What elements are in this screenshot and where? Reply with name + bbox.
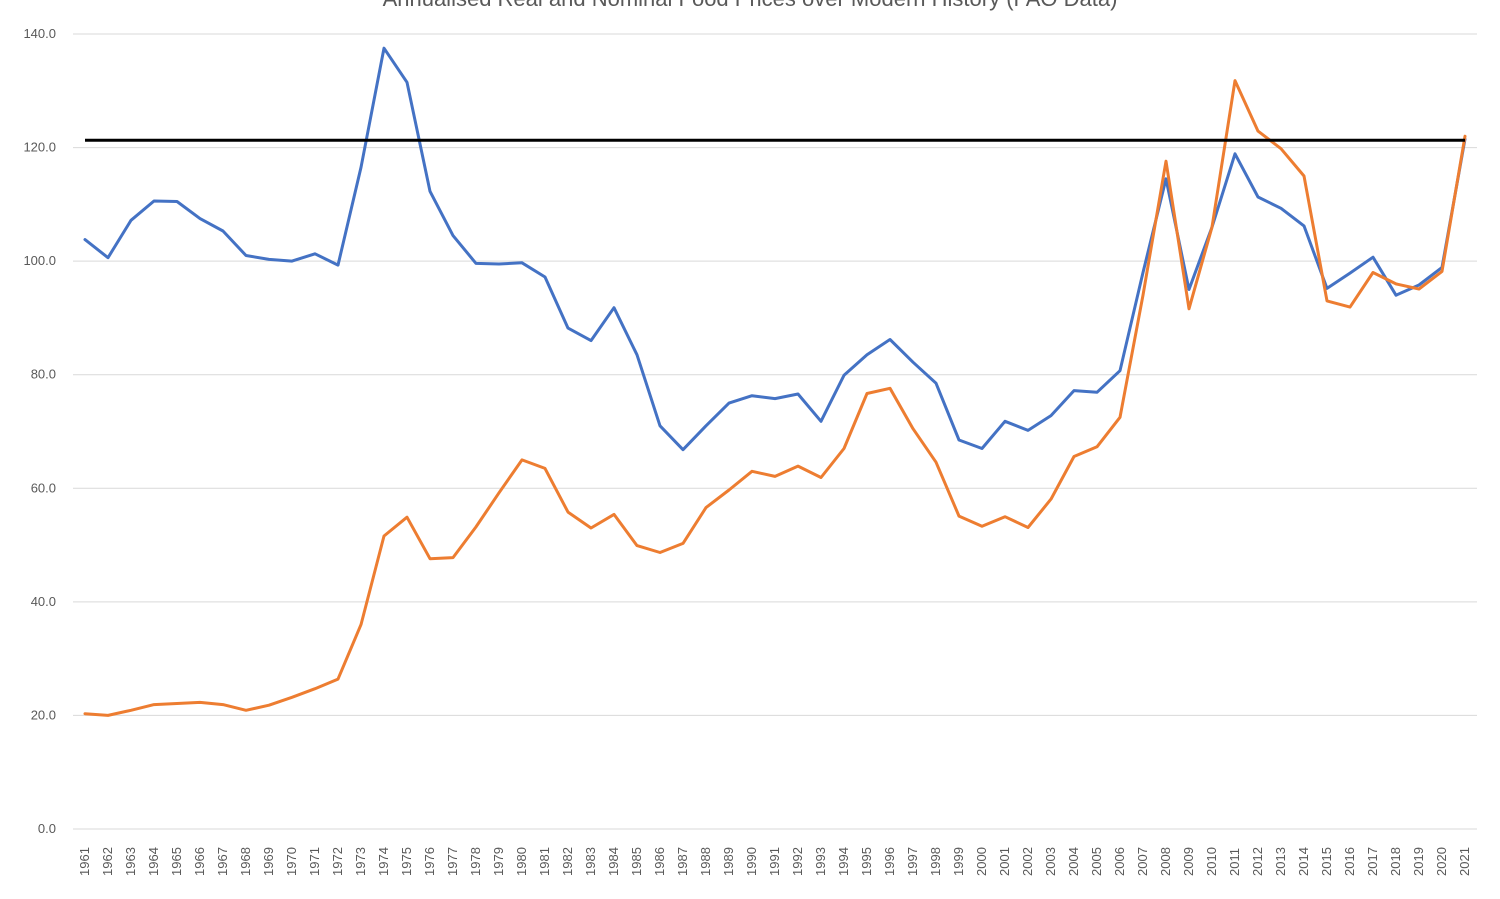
x-tick-label: 1995: [859, 847, 874, 876]
x-tick-label: 1979: [491, 847, 506, 876]
x-tick-label: 1974: [376, 847, 391, 876]
x-tick-label: 1988: [698, 847, 713, 876]
x-tick-label: 1990: [744, 847, 759, 876]
chart-title: Annualised Real and Nominal Food Prices …: [383, 0, 1118, 11]
x-tick-label: 2015: [1319, 847, 1334, 876]
x-tick-label: 2001: [997, 847, 1012, 876]
x-tick-label: 2000: [974, 847, 989, 876]
x-tick-label: 2009: [1181, 847, 1196, 876]
x-tick-label: 1964: [146, 847, 161, 876]
x-tick-label: 2021: [1457, 847, 1472, 876]
x-tick-label: 1963: [123, 847, 138, 876]
x-tick-label: 1998: [928, 847, 943, 876]
x-tick-label: 1975: [399, 847, 414, 876]
x-tick-label: 1997: [905, 847, 920, 876]
x-tick-label: 1983: [583, 847, 598, 876]
x-tick-label: 2013: [1273, 847, 1288, 876]
x-tick-label: 1972: [330, 847, 345, 876]
y-axis-tick-labels: 0.0 20.0 40.0 60.0 80.0 100.0 120.0 140.0: [23, 26, 56, 836]
y-tick-label: 100.0: [23, 253, 56, 268]
y-tick-label: 140.0: [23, 26, 56, 41]
x-tick-label: 2003: [1043, 847, 1058, 876]
x-tick-label: 2016: [1342, 847, 1357, 876]
x-tick-label: 1986: [652, 847, 667, 876]
x-tick-label: 2017: [1365, 847, 1380, 876]
x-tick-label: 1966: [192, 847, 207, 876]
x-tick-label: 1965: [169, 847, 184, 876]
x-tick-label: 1971: [307, 847, 322, 876]
x-tick-label: 1977: [445, 847, 460, 876]
x-tick-label: 1967: [215, 847, 230, 876]
y-tick-label: 20.0: [31, 707, 56, 722]
y-tick-label: 40.0: [31, 594, 56, 609]
x-tick-label: 1991: [767, 847, 782, 876]
x-tick-label: 2011: [1227, 848, 1242, 876]
x-tick-label: 2019: [1411, 847, 1426, 876]
x-tick-label: 1989: [721, 847, 736, 876]
x-tick-label: 1993: [813, 847, 828, 876]
x-tick-label: 1980: [514, 847, 529, 876]
x-tick-label: 1978: [468, 847, 483, 876]
x-tick-label: 2010: [1204, 847, 1219, 876]
x-tick-label: 1981: [537, 847, 552, 876]
x-tick-label: 1970: [284, 847, 299, 876]
y-tick-label: 80.0: [31, 367, 56, 382]
y-tick-label: 60.0: [31, 480, 56, 495]
x-axis-tick-labels: 1961 1962 1963 1964 1965 1966 1967 1968 1969 1970…: [77, 847, 1472, 876]
x-tick-label: 1968: [238, 847, 253, 876]
x-tick-label: 2007: [1135, 847, 1150, 876]
x-tick-label: 2006: [1112, 847, 1127, 876]
x-tick-label: 1962: [100, 847, 115, 876]
x-tick-label: 2008: [1158, 847, 1173, 876]
x-tick-label: 1987: [675, 847, 690, 876]
x-tick-label: 1982: [560, 847, 575, 876]
y-tick-label: 120.0: [23, 140, 56, 155]
x-tick-label: 2018: [1388, 847, 1403, 876]
x-tick-label: 1999: [951, 847, 966, 876]
y-tick-label: 0.0: [38, 821, 56, 836]
x-tick-label: 2014: [1296, 847, 1311, 876]
x-tick-label: 1985: [629, 847, 644, 876]
x-tick-label: 1996: [882, 847, 897, 876]
x-tick-label: 2004: [1066, 847, 1081, 876]
series-line-2: [83, 79, 1467, 717]
x-tick-label: 1994: [836, 847, 851, 876]
x-tick-label: 2002: [1020, 847, 1035, 876]
gridlines: [73, 33, 1477, 830]
x-tick-label: 2012: [1250, 847, 1265, 876]
x-tick-label: 2005: [1089, 847, 1104, 876]
x-tick-label: 1969: [261, 847, 276, 876]
x-tick-label: 2020: [1434, 847, 1449, 876]
x-tick-label: 1992: [790, 847, 805, 876]
series-lines: [83, 46, 1467, 717]
x-tick-label: 1984: [606, 847, 621, 876]
x-tick-label: 1976: [422, 847, 437, 876]
x-tick-label: 1961: [77, 847, 92, 876]
series-line-1: [83, 46, 1467, 452]
x-tick-label: 1973: [353, 847, 368, 876]
